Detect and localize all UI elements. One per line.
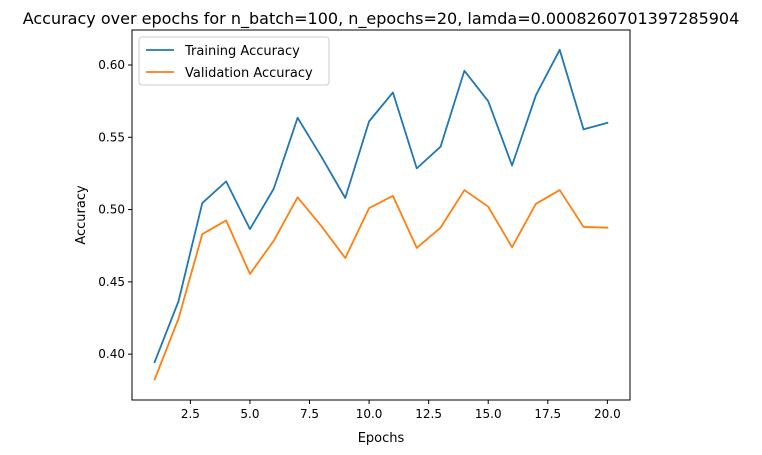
- x-tick-label: 15.0: [475, 407, 502, 421]
- y-tick-label: 0.55: [98, 130, 125, 144]
- plot-frame: [131, 29, 631, 401]
- x-tick-label: 7.5: [300, 407, 319, 421]
- x-axis-ticks: 2.5 5.0 7.5 10.0 12.5 15.0 17.5 20.0: [181, 400, 621, 421]
- legend-label-training: Training Accuracy: [184, 44, 300, 59]
- plot-lines: [153, 48, 609, 381]
- y-axis-label: Accuracy: [74, 185, 89, 245]
- series-line-validation: [153, 189, 609, 381]
- legend-box: [138, 36, 330, 86]
- x-tick-label: 20.0: [594, 407, 621, 421]
- x-tick-label: 5.0: [240, 407, 259, 421]
- legend: Training Accuracy Validation Accuracy: [138, 36, 330, 86]
- x-tick-label: 12.5: [415, 407, 442, 421]
- x-axis-label: Epochs: [358, 431, 405, 446]
- x-tick-label: 2.5: [181, 407, 200, 421]
- x-tick-label: 10.0: [356, 407, 383, 421]
- x-tick-label: 17.5: [534, 407, 561, 421]
- chart-title: Accuracy over epochs for n_batch=100, n_…: [23, 9, 740, 29]
- y-tick-label: 0.50: [98, 203, 125, 217]
- y-tick-label: 0.60: [98, 58, 125, 72]
- series-line-training: [153, 48, 609, 364]
- y-axis-ticks: 0.40 0.45 0.50 0.55 0.60: [98, 58, 132, 361]
- legend-label-validation: Validation Accuracy: [185, 66, 313, 81]
- y-tick-label: 0.40: [98, 347, 125, 361]
- y-tick-label: 0.45: [98, 275, 125, 289]
